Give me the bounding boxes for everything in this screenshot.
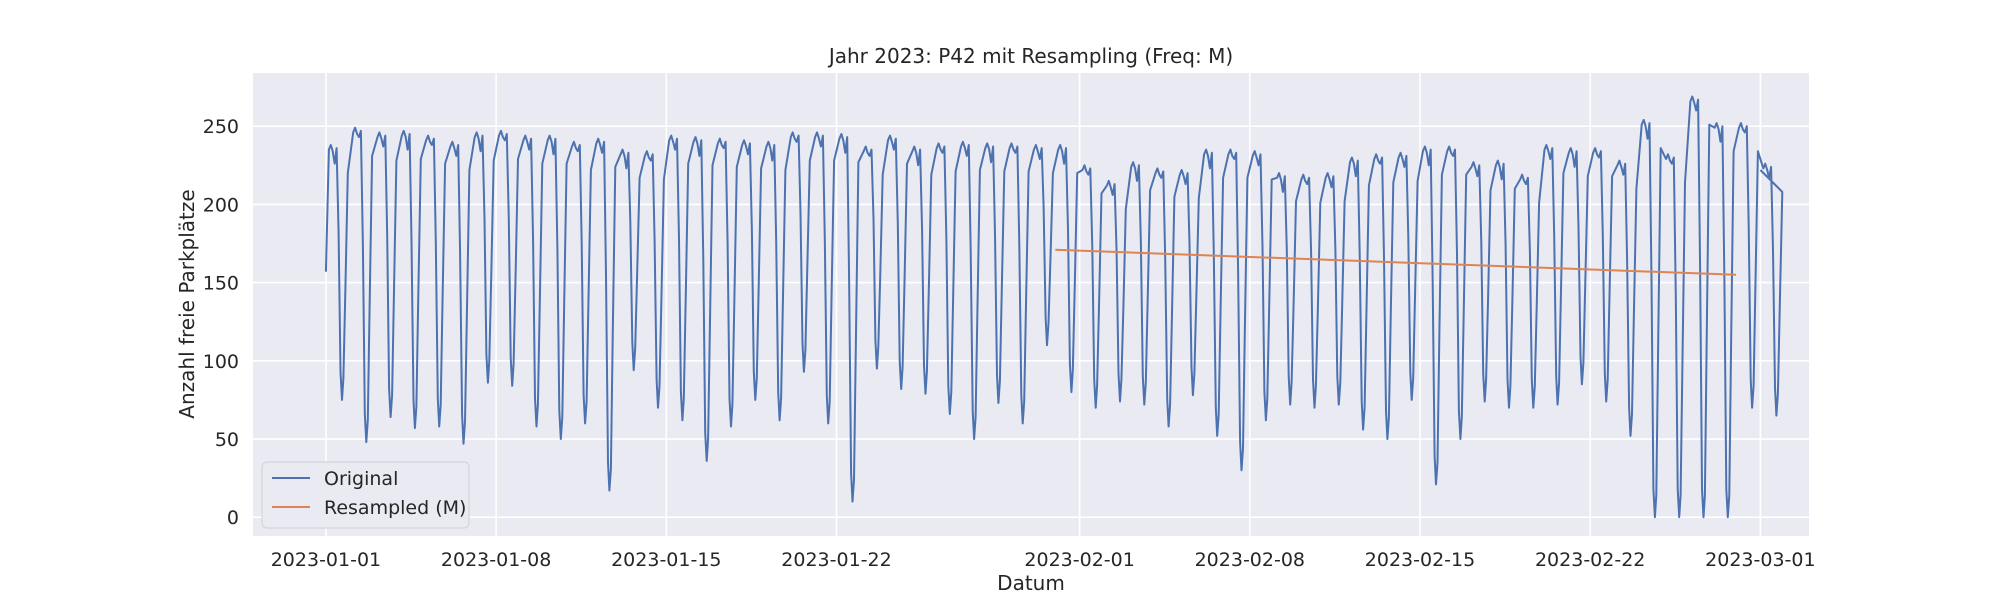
series-original-line [324,95,1784,519]
x-tick-label: 2023-02-01 [1024,549,1134,571]
x-tick-label: 2023-03-01 [1705,549,1815,571]
x-tick-label: 2023-01-08 [441,549,551,571]
x-tick-label: 2023-02-15 [1365,549,1475,571]
y-gridlines [253,125,1809,519]
legend-label-resampled: Resampled (M) [324,497,466,519]
legend-box [261,461,470,529]
x-tick-label: 2023-01-15 [611,549,721,571]
x-tick-label: 2023-01-22 [781,549,891,571]
x-tick-label: 2023-02-08 [1195,549,1305,571]
x-tick-labels: 2023-01-01 2023-01-08 2023-01-15 2023-01-22… [271,549,1816,571]
legend-label-original: Original [324,468,398,490]
series-resampled-line [1055,248,1737,276]
y-tick-label: 0 [227,507,239,529]
y-tick-label: 250 [203,116,239,138]
x-tick-label: 2023-01-01 [271,549,381,571]
y-tick-labels: 0 50 100 150 200 250 [203,116,239,529]
chart-title: Jahr 2023: P42 mit Resampling (Freq: M) [827,44,1233,68]
y-axis-title: Anzahl freie Parkplätze [175,189,199,418]
y-tick-label: 150 [203,273,239,295]
y-tick-label: 200 [203,194,239,216]
legend: Original Resampled (M) [261,461,470,529]
series-layer [324,95,1784,519]
plot-area [253,73,1809,536]
x-axis-title: Datum [997,571,1065,595]
y-tick-label: 50 [215,429,239,451]
x-tick-label: 2023-02-22 [1535,549,1645,571]
y-tick-label: 100 [203,351,239,373]
